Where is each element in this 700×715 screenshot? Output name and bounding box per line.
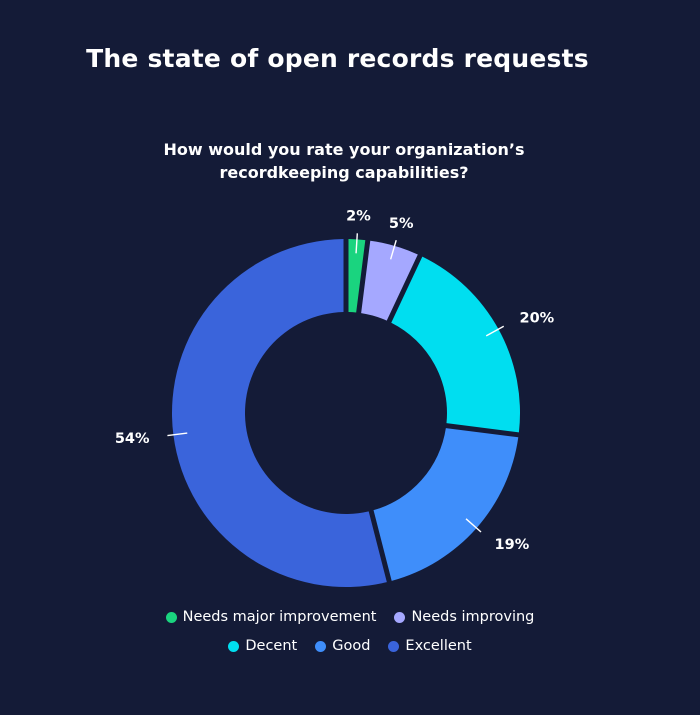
legend-swatch	[315, 640, 327, 652]
legend-label: Needs major improvement	[182, 609, 377, 625]
legend-swatch	[388, 640, 400, 652]
legend-row: Needs major improvement Needs improving	[0, 607, 700, 627]
subtitle-line-2: recordkeeping capabilities?	[219, 163, 469, 182]
legend-label: Decent	[245, 638, 298, 654]
data-label-good: 19%	[495, 537, 530, 553]
leader-line-good	[465, 518, 482, 533]
legend-item-decent[interactable]: Decent	[228, 638, 297, 654]
slice-good[interactable]	[373, 428, 519, 581]
legend-label: Good	[332, 638, 371, 654]
donut-chart: 2% 5% 20% 19% 54%	[115, 208, 555, 588]
slice-needs-improving[interactable]	[361, 240, 418, 321]
slice-needs-major-improvement[interactable]	[348, 239, 366, 313]
data-label-decent: 20%	[520, 311, 555, 327]
leader-line-needs-major-improvement	[355, 233, 359, 254]
data-label-excellent: 54%	[115, 431, 150, 447]
legend-label: Excellent	[405, 638, 472, 654]
legend-row: Decent Good Excellent	[0, 636, 700, 656]
data-label-needs-major-improvement: 2%	[346, 208, 371, 224]
slice-decent[interactable]	[391, 256, 520, 433]
slice-excellent[interactable]	[171, 239, 387, 588]
legend-swatch	[394, 611, 406, 623]
legend-item-needs-major-improvement[interactable]: Needs major improvement	[165, 609, 377, 625]
leader-line-decent	[485, 325, 505, 337]
data-label-needs-improving: 5%	[389, 216, 414, 232]
legend-item-excellent[interactable]: Excellent	[388, 638, 472, 654]
legend-swatch	[228, 640, 240, 652]
legend-swatch	[165, 611, 177, 623]
leader-line-needs-improving	[389, 239, 397, 260]
chart-legend: Needs major improvement Needs improving …	[0, 607, 700, 665]
legend-label: Needs improving	[411, 609, 535, 625]
chart-subtitle: How would you rate your organization’s r…	[144, 138, 544, 184]
chart-title: The state of open records requests	[86, 44, 589, 73]
subtitle-line-1: How would you rate your organization’s	[163, 140, 525, 159]
legend-item-needs-improving[interactable]: Needs improving	[394, 609, 534, 625]
leader-line-excellent	[167, 432, 188, 437]
legend-item-good[interactable]: Good	[315, 638, 370, 654]
